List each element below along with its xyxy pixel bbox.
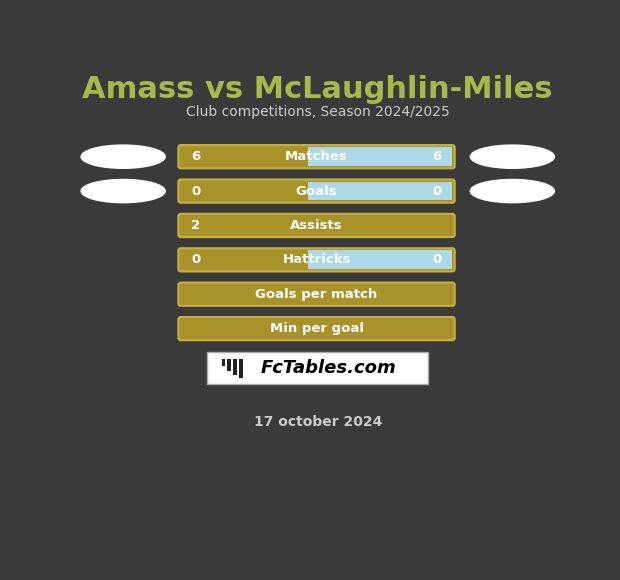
- Text: Goals: Goals: [296, 184, 337, 198]
- Text: 0: 0: [192, 184, 201, 198]
- Text: 2: 2: [192, 219, 200, 232]
- Bar: [233, 358, 237, 375]
- FancyBboxPatch shape: [179, 214, 454, 237]
- Text: FcTables.com: FcTables.com: [261, 360, 397, 378]
- Ellipse shape: [81, 145, 165, 168]
- Text: Min per goal: Min per goal: [270, 322, 363, 335]
- Text: Amass vs McLaughlin-Miles: Amass vs McLaughlin-Miles: [82, 75, 553, 104]
- Text: 6: 6: [433, 150, 441, 163]
- Text: 0: 0: [433, 253, 441, 266]
- Bar: [222, 358, 226, 367]
- Bar: [308, 251, 452, 269]
- Text: Goals per match: Goals per match: [255, 288, 378, 301]
- Text: Club competitions, Season 2024/2025: Club competitions, Season 2024/2025: [186, 105, 450, 119]
- FancyBboxPatch shape: [207, 352, 428, 385]
- FancyBboxPatch shape: [179, 145, 454, 168]
- FancyBboxPatch shape: [179, 282, 454, 306]
- Ellipse shape: [471, 179, 554, 202]
- Ellipse shape: [471, 145, 554, 168]
- Bar: [239, 358, 243, 378]
- FancyBboxPatch shape: [179, 248, 454, 271]
- FancyBboxPatch shape: [179, 179, 454, 202]
- Text: Hattricks: Hattricks: [282, 253, 351, 266]
- Bar: [308, 182, 452, 201]
- Text: Matches: Matches: [285, 150, 348, 163]
- Text: 6: 6: [192, 150, 201, 163]
- Bar: [308, 147, 452, 166]
- Text: 17 october 2024: 17 october 2024: [254, 415, 382, 429]
- Text: 0: 0: [192, 253, 201, 266]
- FancyBboxPatch shape: [179, 317, 454, 340]
- Bar: [228, 358, 231, 371]
- Text: 0: 0: [433, 184, 441, 198]
- Text: Assists: Assists: [290, 219, 343, 232]
- Ellipse shape: [81, 179, 165, 202]
